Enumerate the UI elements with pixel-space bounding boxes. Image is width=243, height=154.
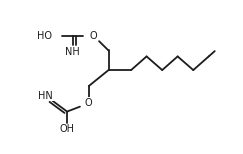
Text: O: O bbox=[90, 31, 97, 41]
Text: O: O bbox=[85, 98, 93, 108]
Text: OH: OH bbox=[60, 124, 75, 134]
Text: HN: HN bbox=[38, 91, 53, 101]
Text: NH: NH bbox=[65, 47, 80, 57]
Text: HO: HO bbox=[37, 31, 52, 41]
